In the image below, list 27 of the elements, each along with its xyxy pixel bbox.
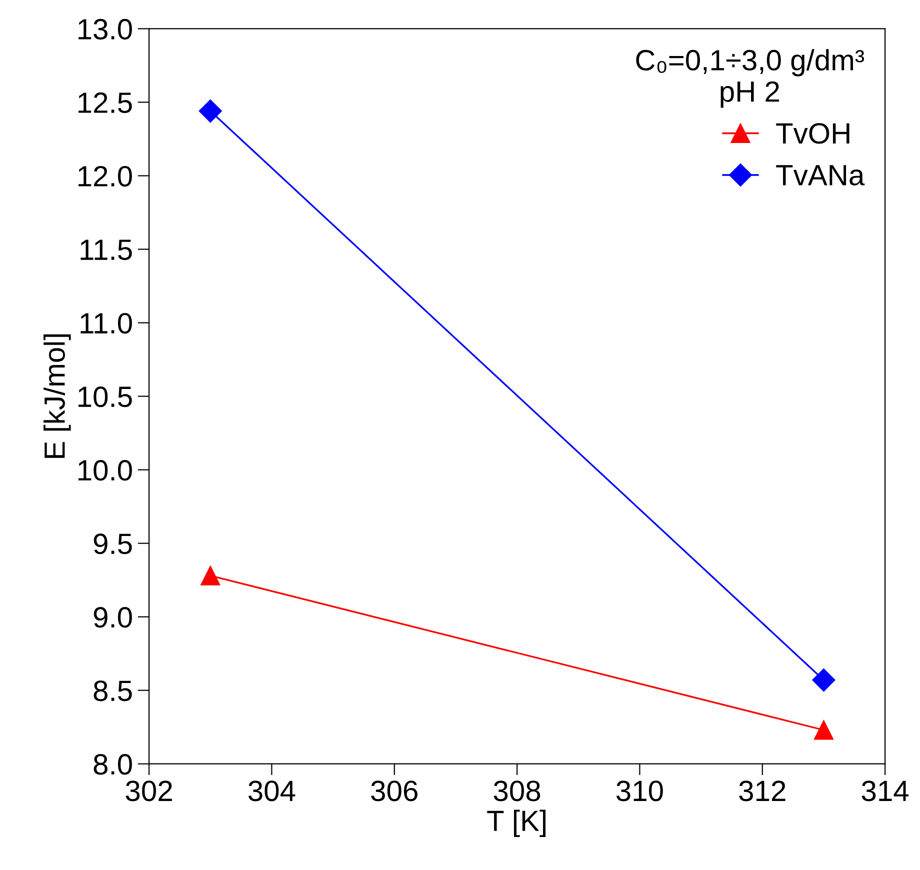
x-tick-label: 306	[371, 780, 418, 802]
point	[814, 720, 834, 740]
legend-title: C₀=0,1÷3,0 g/dm³ pH 2	[636, 49, 864, 108]
y-tick-label: 8.5	[94, 680, 132, 702]
y-tick-label: 8.0	[94, 754, 132, 775]
y-axis-title: E [kJ/mol]	[44, 334, 71, 458]
x-tick-label: 314	[862, 780, 909, 802]
x-tick-label: 302	[126, 780, 172, 802]
y-tick-label: 11.0	[80, 312, 132, 334]
x-tick-label: 304	[248, 780, 296, 802]
y-tick-label: 10.5	[78, 386, 132, 408]
legend-label: TvANa	[776, 165, 865, 186]
y-tick-label: 12.5	[78, 92, 132, 114]
y-tick-label: 11.5	[80, 240, 132, 260]
y-tick-label: 12.0	[78, 166, 132, 187]
x-tick-label: 308	[494, 780, 540, 802]
point	[200, 566, 220, 586]
point	[198, 100, 222, 123]
x-axis-title: T [K]	[487, 810, 546, 837]
point	[812, 668, 836, 692]
y-tick-label: 9.5	[94, 534, 132, 554]
y-tick-label: 10.0	[78, 460, 132, 481]
y-tick-label: 13.0	[78, 18, 132, 40]
x-tick-label: 312	[739, 780, 786, 802]
y-tick-label: 9.0	[94, 607, 132, 628]
legend-label: TvOH	[776, 123, 850, 144]
x-tick-label: 310	[616, 780, 663, 802]
